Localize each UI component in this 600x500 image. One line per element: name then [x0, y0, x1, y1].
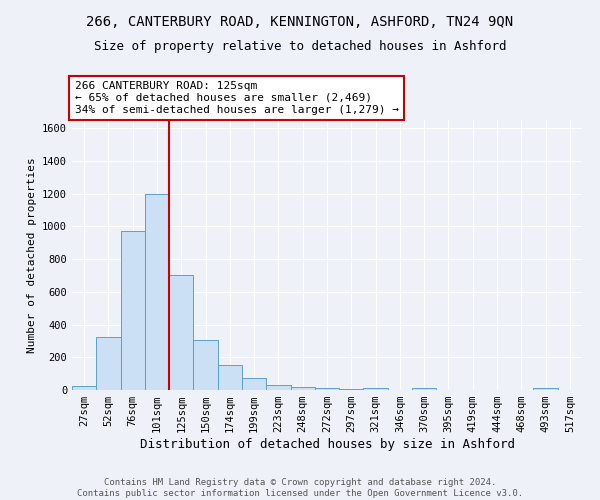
Text: 266 CANTERBURY ROAD: 125sqm
← 65% of detached houses are smaller (2,469)
34% of : 266 CANTERBURY ROAD: 125sqm ← 65% of det… [74, 82, 398, 114]
Bar [315, 388, 339, 390]
Bar [96, 337, 121, 390]
Y-axis label: Number of detached properties: Number of detached properties [26, 157, 37, 353]
Bar [218, 364, 242, 390]
Bar [242, 378, 266, 390]
Bar [169, 276, 193, 390]
Bar [533, 388, 558, 390]
Bar [412, 388, 436, 390]
Bar [339, 388, 364, 390]
X-axis label: Distribution of detached houses by size in Ashford: Distribution of detached houses by size … [139, 438, 515, 451]
Bar [193, 340, 218, 390]
Text: Size of property relative to detached houses in Ashford: Size of property relative to detached ho… [94, 40, 506, 53]
Bar [121, 232, 145, 390]
Bar [266, 385, 290, 390]
Bar [72, 386, 96, 390]
Text: Contains HM Land Registry data © Crown copyright and database right 2024.
Contai: Contains HM Land Registry data © Crown c… [77, 478, 523, 498]
Bar [290, 386, 315, 390]
Bar [145, 194, 169, 390]
Text: 266, CANTERBURY ROAD, KENNINGTON, ASHFORD, TN24 9QN: 266, CANTERBURY ROAD, KENNINGTON, ASHFOR… [86, 15, 514, 29]
Bar [364, 388, 388, 390]
